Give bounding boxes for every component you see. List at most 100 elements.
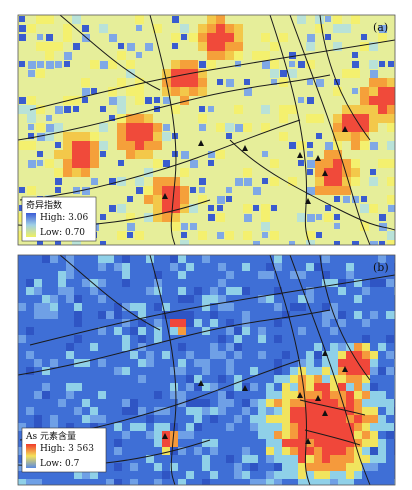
heat-cell: [354, 295, 362, 303]
heat-cell: [109, 34, 117, 42]
heat-cell: [242, 263, 250, 271]
heat-cell: [90, 415, 98, 423]
heat-cell: [235, 178, 243, 186]
heat-cell: [162, 351, 170, 359]
heat-cell: [180, 87, 189, 96]
heat-cell: [322, 279, 330, 287]
heat-cell: [117, 78, 126, 87]
heat-cell: [126, 141, 135, 150]
heat-cell: [109, 178, 116, 185]
heat-cell: [360, 114, 369, 123]
heat-cell: [217, 79, 223, 85]
heat-cell: [322, 303, 330, 311]
heat-cell: [66, 271, 74, 279]
heat-cell: [330, 359, 338, 367]
heat-cell: [258, 295, 266, 303]
heat-cell: [50, 303, 58, 311]
heat-cell: [180, 96, 189, 105]
heat-cell: [42, 311, 50, 319]
heat-cell: [298, 97, 304, 103]
heat-cell: [162, 471, 170, 479]
heat-cell: [66, 391, 74, 399]
heat-cell: [190, 223, 197, 230]
heat-cell: [388, 61, 394, 67]
fault-line: [299, 399, 366, 416]
heat-cell: [186, 383, 194, 391]
heat-cell: [100, 214, 106, 220]
heat-cell: [362, 319, 370, 327]
heat-cell: [322, 447, 330, 455]
heat-cell: [282, 415, 290, 423]
heat-cell: [346, 391, 354, 399]
heat-cell: [226, 423, 234, 431]
heat-cell: [352, 52, 358, 58]
heat-cell: [126, 132, 135, 141]
heat-cell: [354, 439, 362, 447]
heat-cell: [126, 114, 135, 123]
heat-cell: [194, 407, 202, 415]
heat-cell: [154, 335, 162, 343]
heat-cell: [171, 60, 180, 69]
heat-cell: [27, 96, 36, 105]
heat-cell: [37, 151, 43, 157]
fault-line: [269, 15, 311, 245]
heat-cell: [46, 61, 54, 69]
heat-cell: [170, 255, 178, 263]
heat-cell: [74, 335, 82, 343]
heat-cell: [170, 319, 178, 327]
heat-cell: [330, 351, 338, 359]
heat-cell: [346, 455, 354, 463]
heat-cell: [74, 471, 82, 479]
heat-cell: [234, 287, 242, 295]
heat-cell: [282, 383, 290, 391]
heat-cell: [199, 61, 206, 68]
heat-cell: [346, 431, 354, 439]
heat-cell: [154, 391, 162, 399]
heat-cell: [234, 33, 243, 42]
heat-cell: [186, 471, 194, 479]
heat-cell: [378, 367, 386, 375]
heat-cell: [226, 367, 234, 375]
heat-cell: [81, 132, 90, 141]
heat-cell: [351, 141, 360, 150]
heat-cell: [369, 60, 378, 69]
heat-cell: [202, 303, 210, 311]
heat-cell: [266, 407, 274, 415]
heat-cell: [180, 240, 189, 245]
heat-cell: [226, 343, 234, 351]
heat-cell: [72, 132, 81, 141]
heat-cell: [243, 123, 252, 132]
heat-cell: [199, 178, 206, 185]
fault-line: [29, 39, 395, 111]
heat-cell: [226, 391, 234, 399]
heat-cell: [171, 33, 180, 42]
heat-cell: [362, 439, 370, 447]
heat-cell: [379, 241, 385, 245]
heat-cell: [37, 61, 44, 68]
heat-cell: [266, 423, 274, 431]
panel-tag: (b): [373, 261, 389, 274]
heat-cell: [99, 24, 108, 33]
heat-cell: [360, 132, 369, 141]
heat-cell: [98, 279, 106, 287]
heat-cell: [262, 178, 268, 184]
heat-cell: [208, 151, 215, 158]
heat-cell: [90, 343, 98, 351]
heat-cell: [370, 431, 378, 439]
heat-cell: [322, 383, 330, 391]
heat-cell: [266, 383, 274, 391]
heat-cell: [253, 205, 259, 211]
heat-cell: [394, 383, 395, 391]
heat-cell: [181, 34, 187, 40]
fault-line: [319, 255, 371, 381]
heat-cell: [362, 415, 370, 423]
heat-cell: [314, 367, 322, 375]
heat-cell: [26, 407, 34, 415]
heat-cell: [394, 375, 395, 383]
map-b: As 元素含量 High: 3 563 Low: 0.7 (b): [18, 255, 395, 485]
heat-cell: [216, 123, 225, 132]
heat-cell: [27, 114, 36, 123]
heat-cell: [282, 399, 290, 407]
heat-cell: [42, 391, 50, 399]
